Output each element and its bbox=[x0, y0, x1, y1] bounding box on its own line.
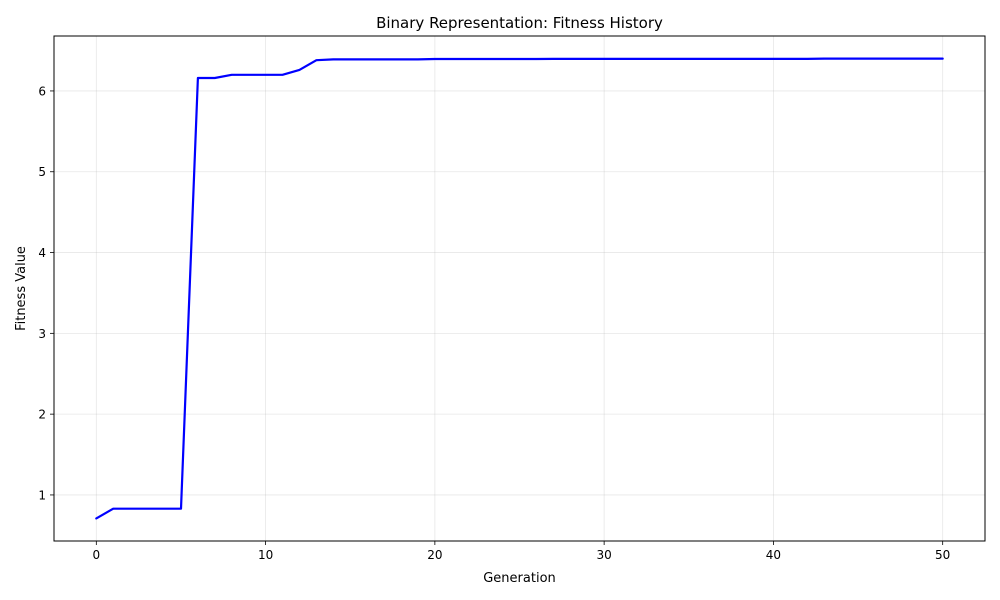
y-tick-label: 6 bbox=[38, 84, 46, 98]
y-tick-label: 3 bbox=[38, 327, 46, 341]
y-tick-label: 4 bbox=[38, 246, 46, 260]
plot-frame bbox=[53, 35, 986, 542]
y-axis-label: Fitness Value bbox=[14, 246, 29, 331]
fitness-line bbox=[95, 57, 944, 520]
x-tick-label: 0 bbox=[92, 548, 100, 562]
line-layer bbox=[95, 57, 944, 520]
x-tick-label: 30 bbox=[596, 548, 611, 562]
x-tick-label: 10 bbox=[258, 548, 273, 562]
tick-layer: 0 10 20 30 40 50 1 2 3 4 5 6 bbox=[38, 84, 950, 562]
y-tick-label: 1 bbox=[38, 488, 46, 502]
y-tick-label: 5 bbox=[38, 165, 46, 179]
x-tick-label: 20 bbox=[427, 548, 442, 562]
grid-layer bbox=[54, 36, 985, 541]
x-tick-label: 50 bbox=[935, 548, 950, 562]
chart-title: Binary Representation: Fitness History bbox=[376, 14, 663, 32]
x-axis-label: Generation bbox=[483, 571, 556, 586]
y-tick-label: 2 bbox=[38, 408, 46, 422]
x-tick-label: 40 bbox=[766, 548, 781, 562]
